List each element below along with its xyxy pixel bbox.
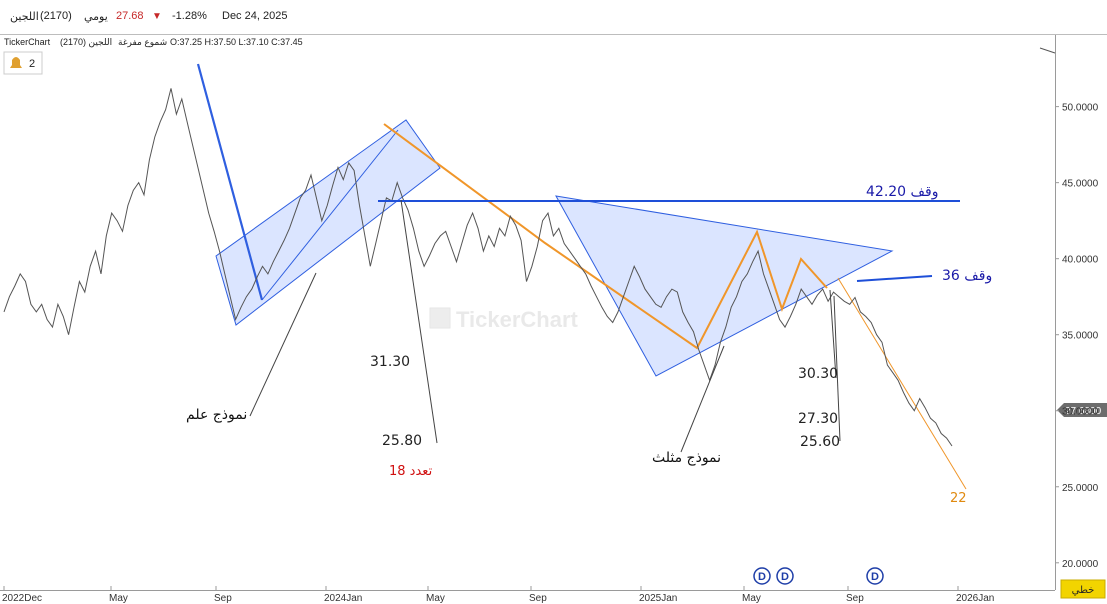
alerts-count: 2	[29, 58, 35, 70]
scale-mode-label: خطي	[1072, 585, 1095, 596]
triangle-target-line-b	[833, 295, 841, 442]
dividend-marker[interactable]: D	[866, 567, 884, 585]
legend-source: TickerChart	[4, 37, 51, 47]
flag-pole-line[interactable]	[196, 63, 264, 301]
y-axis-tick-label: 35.0000	[1062, 331, 1099, 342]
triangle-callout-line	[680, 345, 725, 453]
orange-target-22: 22	[950, 491, 967, 506]
last-price-tag-label: 27.6800	[1065, 406, 1102, 417]
bell-icon	[10, 57, 22, 68]
symbol-name: اللجين	[10, 11, 39, 23]
alerts-badge[interactable]: 2	[3, 51, 43, 75]
x-axis-tick-label: May	[742, 593, 761, 604]
y-axis-tick-label: 20.0000	[1062, 559, 1099, 570]
y-axis-tick-label: 25.0000	[1062, 483, 1099, 494]
x-axis-tick-label: 2026Jan	[956, 593, 994, 604]
x-axis-tick-label: 2025Jan	[639, 593, 677, 604]
price-series	[3, 88, 953, 447]
triangle-target-line-a	[829, 289, 837, 379]
x-axis-tick-label: Sep	[214, 593, 232, 604]
interval-label[interactable]: يومي	[84, 11, 108, 23]
y-axis-tick-label: 45.0000	[1062, 179, 1099, 190]
flag-level-3130: 31.30	[370, 354, 410, 370]
flag-target-2580: 25.80	[382, 433, 422, 449]
flag-pattern[interactable]	[215, 119, 441, 326]
extension-label: تعدد 18	[389, 464, 433, 479]
flag-callout-line	[249, 272, 317, 417]
x-axis-tick-label: 2022Dec	[2, 593, 42, 604]
x-axis-tick-label: May	[426, 593, 445, 604]
flag-target-line	[400, 199, 438, 444]
triangle-pattern-label: نموذج مثلث	[652, 450, 721, 466]
top-right-stroke	[1039, 47, 1056, 54]
last-price-tag: 27.6800	[1057, 403, 1107, 417]
x-axis-tick-label: May	[109, 593, 128, 604]
x-axis-tick-label: Sep	[529, 593, 547, 604]
x-axis-tick-label: 2024Jan	[324, 593, 362, 604]
x-axis-labels: 2022Dec May Sep 2024Jan May Sep 2025Jan May Sep 2…	[2, 586, 994, 604]
y-axis-tick-label: 30.0000	[1062, 407, 1099, 418]
orange-target-line[interactable]	[837, 277, 967, 490]
last-price: 27.68	[116, 10, 144, 22]
dividend-marker[interactable]: D	[776, 567, 794, 585]
triangle-target-2560: 25.60	[800, 434, 840, 450]
dividend-marker[interactable]: D	[753, 567, 771, 585]
dividend-marker-label: D	[781, 571, 789, 583]
triangle-level-2730: 27.30	[798, 411, 838, 427]
scale-mode-button[interactable]: خطي	[1060, 579, 1106, 599]
watermark-text: TickerChart	[456, 307, 579, 332]
header-bar: اللجين (2170) يومي 27.68 ▼ -1.28% Dec 24…	[0, 0, 1107, 34]
symbol-code: (2170)	[40, 10, 72, 22]
watermark: TickerChart	[429, 307, 579, 332]
dividend-marker-label: D	[871, 571, 879, 583]
stop-line-36[interactable]	[856, 275, 933, 282]
legend-ohlc: O:37.25 H:37.50 L:37.10 C:37.45	[170, 37, 303, 47]
y-axis-tick-label: 40.0000	[1062, 255, 1099, 266]
stop-label-4220: وقف 42.20	[866, 184, 939, 200]
change-percent: -1.28%	[172, 10, 207, 22]
flag-pattern-label: نموذج علم	[186, 407, 247, 423]
x-axis-tick-label: Sep	[846, 593, 864, 604]
legend-chart-style: شموع مفرغة	[118, 37, 167, 47]
legend-symbol: اللجين (2170)	[60, 37, 112, 47]
orange-wave-path[interactable]	[383, 123, 828, 350]
dividend-marker-label: D	[758, 571, 766, 583]
y-axis-labels: 50.0000 45.0000 40.0000 35.0000 30.0000 25.00…	[1055, 103, 1099, 570]
y-axis-tick-label: 50.0000	[1062, 103, 1099, 114]
down-arrow-icon: ▼	[152, 11, 162, 22]
stop-label-36: وقف 36	[942, 268, 992, 284]
quote-date: Dec 24, 2025	[222, 10, 288, 22]
triangle-level-3030: 30.30	[798, 366, 838, 382]
